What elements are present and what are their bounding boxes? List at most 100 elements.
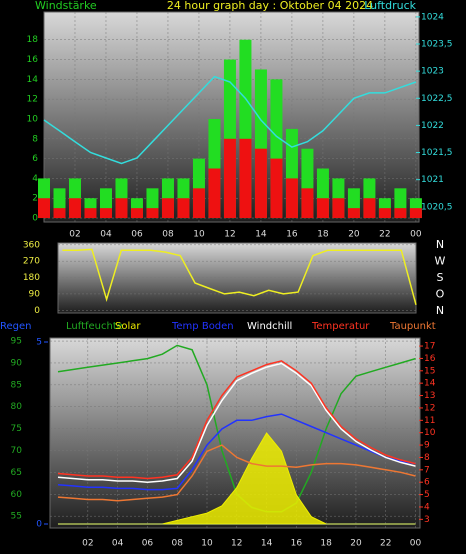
x-tick-label: 02 (82, 539, 93, 549)
y-tick-label: 55 (11, 512, 22, 522)
bar (53, 208, 66, 219)
x-tick-label: 22 (379, 230, 390, 240)
area (57, 432, 416, 525)
y-tick-label: 14 (27, 75, 39, 85)
legend-entry: Taupunkt (389, 321, 436, 332)
y-tick-label: 18 (27, 35, 39, 45)
legend-entry: Luftfeuchte (66, 321, 123, 332)
legend-entry: Temp Boden (171, 321, 234, 332)
y-tick-label: 8 (424, 453, 430, 463)
y-tick-label: 11 (424, 416, 435, 426)
y-tick-label: 360 (23, 240, 40, 250)
y-tick-label: 1024 (421, 12, 444, 22)
bar (332, 198, 345, 219)
x-tick-label: 14 (261, 539, 273, 549)
y-tick-label: 270 (23, 257, 40, 267)
x-tick-label: 10 (193, 230, 205, 240)
x-tick-label: 00 (410, 539, 422, 549)
x-tick-label: 00 (410, 230, 422, 240)
y-tick-label: 0 (36, 519, 42, 529)
chart-title: 24 hour graph day : Oktober 04 2024 (167, 0, 373, 12)
bar (38, 198, 50, 219)
y-tick-label: 90 (29, 289, 41, 299)
y-tick-label: 6 (32, 154, 38, 164)
x-tick-label: 20 (348, 230, 360, 240)
x-tick-label: 10 (201, 539, 213, 549)
y-tick-label: 13 (424, 391, 435, 401)
bar (223, 138, 236, 219)
x-tick-label: 08 (162, 230, 174, 240)
y-tick-label: 6 (424, 478, 430, 488)
bar (378, 208, 391, 219)
line (43, 75, 417, 165)
y-axis-label: Windstärke (35, 0, 97, 12)
y-tick-label: 9 (424, 441, 430, 451)
line (62, 248, 417, 305)
compass-label: O (436, 288, 445, 301)
y-tick-label: 12 (27, 95, 38, 105)
bar (254, 148, 267, 219)
bar (239, 138, 252, 219)
y-tick-label: 10 (424, 428, 436, 438)
y-tick-label: 1023 (421, 67, 444, 77)
y-tick-label: 5 (424, 490, 430, 500)
bar (347, 208, 360, 219)
bar (208, 168, 221, 219)
x-tick-label: 22 (380, 539, 391, 549)
legend-entry: Temperatur (311, 321, 370, 332)
y2-axis-label: Luftdruck (364, 0, 416, 12)
bar (254, 69, 267, 219)
y-tick-label: 90 (11, 358, 23, 368)
legend-entry: Windchill (247, 321, 292, 332)
bar (192, 188, 205, 219)
y-tick-label: 5 (36, 338, 42, 348)
x-tick-label: 14 (255, 230, 267, 240)
bar (409, 208, 422, 219)
legend-entry: Solar (115, 321, 141, 332)
bar (363, 198, 376, 219)
x-tick-label: 04 (112, 539, 124, 549)
line (57, 444, 416, 502)
y-tick-label: 7 (424, 465, 430, 475)
bar (177, 198, 190, 219)
x-tick-label: 06 (131, 230, 143, 240)
y-tick-label: 60 (11, 490, 23, 500)
compass-label: W (435, 255, 446, 268)
x-tick-label: 02 (69, 230, 80, 240)
y-tick-label: 1021,5 (421, 148, 453, 158)
y-tick-label: 4 (32, 174, 38, 184)
y-tick-label: 16 (424, 354, 436, 364)
bar (316, 198, 329, 219)
y-tick-label: 75 (11, 424, 22, 434)
y-tick-label: 4 (424, 502, 430, 512)
y-tick-label: 1020,5 (421, 202, 453, 212)
compass-label: N (436, 238, 444, 251)
x-tick-label: 06 (142, 539, 154, 549)
y-tick-label: 1023,5 (421, 40, 453, 50)
bar (394, 208, 407, 219)
y-tick-label: 1022 (421, 121, 444, 131)
x-tick-label: 08 (171, 539, 183, 549)
bar (161, 198, 174, 219)
y-tick-label: 70 (11, 446, 23, 456)
bar (115, 198, 128, 219)
y-tick-label: 1021 (421, 175, 444, 185)
bar (53, 188, 66, 219)
bar (301, 188, 314, 219)
y-tick-label: 85 (11, 380, 22, 390)
y-tick-label: 14 (424, 379, 436, 389)
x-tick-label: 04 (100, 230, 112, 240)
bar (99, 208, 112, 219)
y-tick-label: 80 (11, 402, 23, 412)
bar (270, 158, 283, 219)
y-tick-label: 95 (11, 337, 22, 347)
legend-entry: Regen (0, 321, 32, 332)
x-tick-label: 20 (350, 539, 362, 549)
y-tick-label: 15 (424, 366, 435, 376)
bar (146, 208, 159, 219)
line (57, 413, 416, 491)
bar (84, 208, 97, 219)
y-tick-label: 8 (32, 134, 38, 144)
